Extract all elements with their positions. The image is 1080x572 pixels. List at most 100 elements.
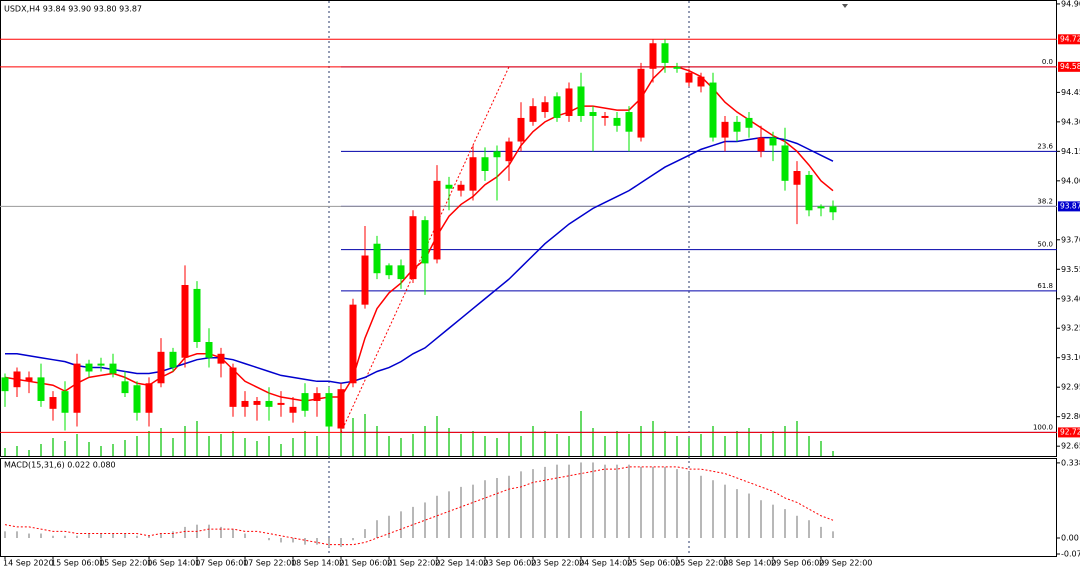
x-tick-label: 21 Sep 06:00 (339, 559, 392, 568)
candle-body (781, 145, 789, 181)
candle-body (61, 391, 69, 413)
main-panel (0, 0, 1057, 457)
candle-body (457, 184, 465, 191)
y-tick-label: 94.15 (1061, 147, 1080, 156)
candle-body (253, 400, 261, 405)
chart-header: USDX,H4 93.84 93.90 93.80 93.87 (4, 5, 142, 14)
candle-body (205, 342, 213, 358)
candle-body (349, 304, 357, 384)
candle-body (13, 371, 21, 388)
x-tick-label: 29 Sep 22:00 (819, 559, 872, 568)
candle-body (745, 117, 753, 128)
candle-body (301, 393, 309, 411)
candle-body (397, 265, 405, 280)
candle-body (793, 171, 801, 185)
candle-body (829, 206, 837, 213)
candle-body (481, 157, 489, 171)
shift-marker (842, 4, 848, 8)
candle-body (145, 383, 153, 413)
candle-body (241, 400, 249, 407)
candle-body (97, 363, 105, 366)
y-tick-label: 94.30 (1061, 117, 1080, 126)
candle-body (685, 72, 693, 83)
y-tick-label: 93.10 (1061, 353, 1080, 362)
candle-body (169, 351, 177, 368)
candle-body (505, 141, 513, 162)
y-tick-label: 93.25 (1061, 324, 1080, 333)
candle-body (229, 367, 237, 407)
level-tag (1058, 61, 1080, 72)
candle-body (817, 206, 825, 209)
y-tick-label: 0.00 (1061, 534, 1079, 543)
y-tick-label: 92.95 (1061, 383, 1080, 392)
y-tick-label: 0.338 (1061, 458, 1080, 467)
x-tick-label: 15 Sep 06:00 (51, 559, 104, 568)
candle-body (433, 180, 441, 260)
candle-body (553, 96, 561, 118)
x-tick-label: 25 Sep 22:00 (675, 559, 728, 568)
level-tag-label: 93.87 (1060, 201, 1080, 210)
level-tag (1058, 34, 1080, 45)
macd-signal (4, 466, 834, 546)
level-tag-label: 94.58 (1060, 62, 1080, 71)
candle-body (409, 216, 417, 280)
candle-body (769, 137, 777, 146)
fib-label: 0.0 (1042, 58, 1053, 66)
x-tick-label: 23 Sep 22:00 (531, 559, 584, 568)
y-tick-label: 92.65 (1061, 442, 1080, 451)
fib-label: 38.2 (1037, 197, 1053, 205)
y-tick-label: -0.072 (1061, 550, 1080, 559)
x-tick-label: 29 Sep 06:00 (771, 559, 824, 568)
fib-label: 50.0 (1037, 241, 1053, 249)
candle-body (529, 106, 537, 122)
candle-body (469, 157, 477, 191)
candle-body (37, 377, 45, 401)
candle-body (49, 397, 57, 409)
candle-body (757, 137, 765, 152)
candle-body (625, 112, 633, 132)
x-tick-label: 21 Sep 22:00 (387, 559, 440, 568)
macd-label: MACD(15,31,6) 0.022 0.080 (4, 461, 116, 470)
candle-body (661, 43, 669, 63)
candle-body (25, 377, 33, 382)
candle-body (73, 363, 81, 413)
moving-average (5, 136, 834, 385)
candle-body (445, 184, 453, 189)
x-tick-label: 23 Sep 06:00 (483, 559, 536, 568)
candle-body (517, 117, 525, 142)
x-tick-label: 17 Sep 06:00 (195, 559, 248, 568)
candle-body (373, 243, 381, 274)
candle-body (85, 363, 93, 372)
candle-body (277, 402, 285, 405)
candle-body (313, 393, 321, 401)
x-tick-label: 17 Sep 22:00 (243, 559, 296, 568)
x-tick-label: 25 Sep 06:00 (627, 559, 680, 568)
level-tag-label: 92.72 (1060, 427, 1080, 436)
y-tick-label: 93.55 (1061, 265, 1080, 274)
y-tick-label: 94.90 (1061, 0, 1080, 8)
candle-body (121, 381, 129, 394)
candle-body (337, 389, 345, 429)
x-tick-label: 15 Sep 22:00 (99, 559, 152, 568)
y-tick-label: 94.45 (1061, 88, 1080, 97)
candle-body (613, 117, 621, 126)
candle-body (697, 76, 705, 87)
candle-body (133, 385, 141, 413)
level-tag (1058, 427, 1080, 438)
candle-body (217, 353, 225, 364)
x-tick-label: 22 Sep 14:00 (435, 559, 488, 568)
candle-body (289, 406, 297, 413)
candle-body (565, 88, 573, 116)
level-tag-label: 94.72 (1060, 34, 1080, 43)
candle-body (385, 265, 393, 276)
candle-body (601, 115, 609, 118)
candle-body (541, 102, 549, 113)
x-tick-label: 14 Sep 2020 (3, 559, 54, 568)
candle-body (109, 363, 117, 374)
candle-body (649, 43, 657, 69)
fib-label: 100.0 (1033, 423, 1053, 431)
candle-body (265, 400, 273, 407)
candle-body (577, 86, 585, 116)
x-tick-label: 28 Sep 14:00 (723, 559, 776, 568)
